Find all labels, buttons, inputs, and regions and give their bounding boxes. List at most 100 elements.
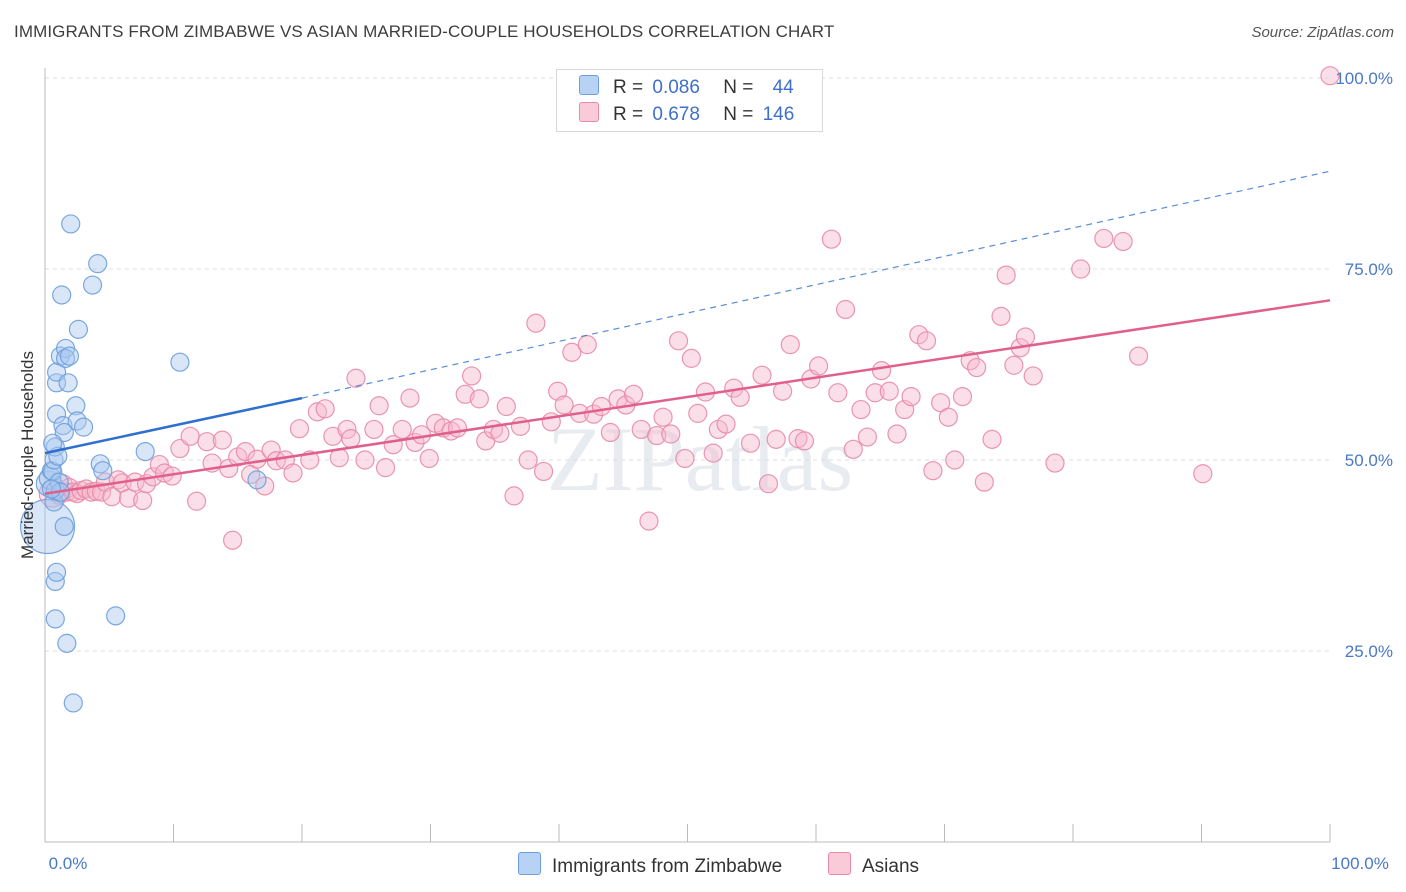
asians-point (716, 414, 736, 434)
zimbabwe-point (54, 516, 74, 537)
asians-point (974, 472, 994, 492)
asians-point (681, 348, 701, 368)
axes (44, 68, 1331, 843)
asians-point (758, 474, 779, 494)
asians-point (518, 450, 538, 470)
asians-point (504, 486, 524, 506)
asians-point (794, 431, 815, 451)
asians-point (283, 463, 303, 483)
asians-point (1128, 346, 1149, 366)
asians-point (307, 402, 328, 422)
y-tick-label: 25.0% (1345, 642, 1393, 661)
asians-point (1094, 228, 1114, 249)
legend-row-asians: R = 0.678 N = 146 (579, 102, 794, 126)
asians-point (255, 476, 275, 496)
asians-point (916, 331, 937, 351)
bottom-legend-swatch-pink (828, 852, 851, 875)
asians-point (187, 491, 207, 511)
zimbabwe-point (46, 373, 67, 393)
zimbabwe-point (68, 319, 89, 339)
asians-point (1004, 355, 1024, 375)
asians-point (212, 430, 232, 450)
asians-point (835, 299, 856, 320)
asians-point (901, 386, 921, 407)
asians-point (526, 313, 546, 333)
legend-r-value-blue: 0.086 (652, 77, 700, 98)
asians-point (364, 419, 384, 440)
asians-point (91, 482, 112, 502)
asians-point (462, 366, 482, 386)
asians-point (375, 458, 396, 478)
asians-point (851, 399, 871, 420)
asians-point (695, 382, 716, 402)
asians-point (170, 438, 190, 459)
correlation-legend: R = 0.086 N = 44 R = 0.678 N = 146 (556, 69, 823, 132)
asians-point (780, 335, 800, 355)
asians-point (982, 429, 1002, 449)
asians-point (562, 342, 582, 362)
legend-r-label: R = (613, 104, 644, 125)
legend-n-label: N = (723, 77, 754, 98)
zimbabwe-point (106, 606, 126, 626)
asians-point (554, 395, 574, 415)
trend-lines (44, 170, 1331, 495)
asians-point (808, 356, 829, 376)
y-axis-label: Married-couple Households (18, 351, 37, 559)
legend-n-value-pink: 146 (762, 104, 795, 125)
asians-point (623, 384, 644, 404)
asians-point (235, 441, 256, 462)
y-tick-label: 100.0% (1335, 69, 1393, 88)
asians-point (1045, 453, 1065, 473)
asians-point (647, 425, 667, 446)
legend-r-label: R = (613, 77, 644, 98)
asians-point (821, 229, 842, 249)
bottom-legend-label-pink: Asians (862, 856, 920, 877)
zimbabwe-point (88, 254, 108, 274)
y-tick-label: 75.0% (1345, 260, 1393, 279)
legend-swatch-blue (579, 75, 599, 95)
series-asians (38, 66, 1340, 550)
asians-point (952, 386, 973, 407)
bottom-legend-label-blue: Immigrants from Zimbabwe (552, 856, 783, 877)
asians-point (577, 335, 597, 355)
zimbabwe-point (66, 396, 86, 416)
asians-point (102, 487, 122, 507)
watermark: ZIPatlas (547, 408, 854, 510)
zimbabwe-point (57, 633, 77, 653)
zimbabwe-point (135, 441, 155, 462)
asians-point (533, 461, 554, 482)
asians-point (355, 450, 375, 470)
legend-r-value-pink: 0.678 (652, 104, 700, 125)
asians-point (766, 429, 786, 449)
asians-point (600, 422, 621, 443)
asians-point (341, 429, 361, 449)
asians-point (1320, 66, 1340, 86)
asians-point (857, 427, 878, 447)
zimbabwe-point (59, 346, 80, 366)
asians-point (369, 396, 389, 416)
asians-point (703, 443, 723, 463)
asians-point (828, 383, 848, 403)
asians-point (1015, 327, 1036, 347)
asians-point (346, 368, 366, 388)
asians-point (591, 396, 612, 417)
asians-point (180, 426, 200, 446)
asians-point (447, 418, 468, 438)
asians-point (661, 424, 681, 444)
asians-point (843, 439, 863, 459)
legend-row-zimbabwe: R = 0.086 N = 44 (579, 75, 794, 99)
asians-point (688, 403, 708, 423)
asians-point (752, 365, 772, 385)
asians-point (289, 419, 310, 439)
asians-point (1193, 464, 1213, 484)
bottom-legend-swatch-blue (518, 852, 541, 875)
asians-point (871, 361, 892, 381)
asians-point (469, 389, 489, 409)
tick-labels: 25.0% 50.0% 75.0% 100.0% 0.0% 100.0% (49, 69, 1393, 873)
asians-point (938, 407, 958, 427)
x-tick-label: 100.0% (1331, 854, 1389, 873)
asians-point (1113, 231, 1133, 252)
asians-point (653, 407, 673, 427)
asians-point (1023, 366, 1043, 386)
